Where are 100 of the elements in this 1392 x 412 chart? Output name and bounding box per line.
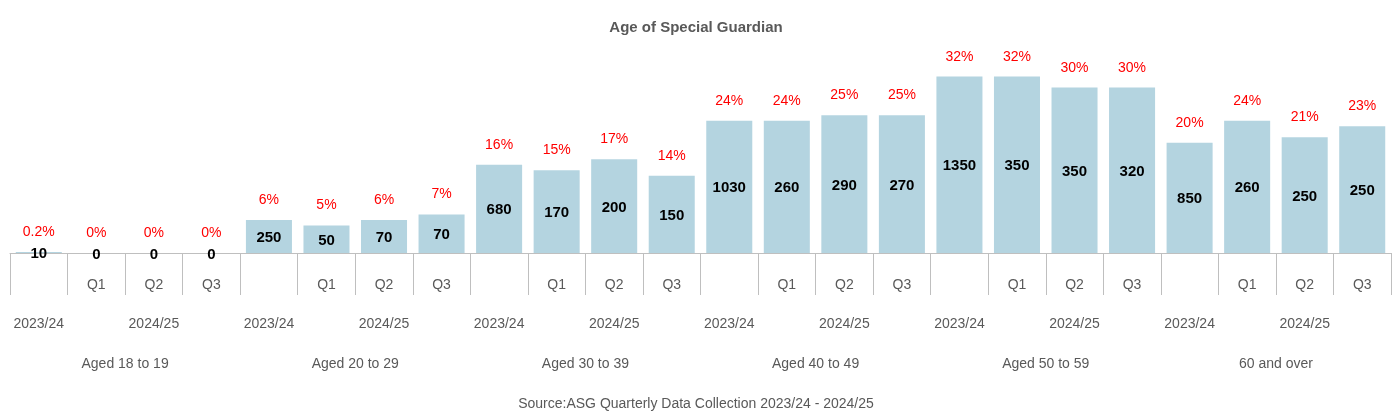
data-label: 6% [373, 190, 395, 207]
data-label: 24% [772, 91, 801, 108]
data-label: 14% [657, 146, 686, 163]
annotation: 260 [774, 178, 800, 196]
data-label: 15% [542, 141, 571, 158]
data-label: 6% [258, 190, 280, 207]
annotation: 70 [433, 225, 450, 243]
text: 2024/25 [128, 315, 180, 331]
text: 2023/24 [934, 315, 985, 331]
data-label: 16% [485, 135, 514, 152]
bar [1281, 137, 1328, 253]
annotation: 260 [1234, 178, 1260, 196]
bar [878, 115, 925, 253]
annotation: 250 [1349, 181, 1375, 199]
text: Aged 50 to 59 [1002, 355, 1090, 371]
chart-title: Age of Special Guardian [609, 18, 783, 35]
text: 2023/24 [473, 315, 525, 331]
data-label: 30% [1118, 58, 1147, 75]
data-label: 20% [1175, 113, 1204, 130]
data-label: 7% [431, 185, 452, 202]
x-tick-label: Q1 [777, 275, 797, 292]
data-label: 25% [887, 86, 916, 103]
x-tick-label: Q2 [604, 275, 624, 292]
x-tick-label: Q2 [374, 275, 394, 292]
x-tick-label: Q1 [86, 275, 106, 292]
text: 2024/25 [358, 315, 410, 331]
annotation: 170 [544, 203, 570, 221]
x-tick-label: Q3 [1352, 275, 1372, 292]
x-tick-label: Q1 [317, 275, 337, 292]
bar [763, 120, 810, 253]
x-tick-label: Q3 [892, 275, 912, 292]
data-label: 0% [201, 224, 222, 240]
annotation: 0 [92, 244, 101, 262]
bar [648, 175, 695, 253]
bar [1224, 120, 1271, 253]
text: 2023/24 [703, 315, 755, 331]
text: 2023/24 [1164, 315, 1216, 331]
bar [303, 225, 350, 253]
x-tick-label: Q2 [144, 275, 164, 292]
annotation: 320 [1119, 161, 1145, 179]
bar [591, 159, 638, 253]
annotation: 1030 [712, 178, 746, 196]
text: 2024/25 [819, 315, 870, 331]
annotation: 290 [831, 175, 857, 193]
x-tick-label: Q3 [1122, 275, 1142, 292]
bar [1166, 142, 1213, 253]
data-label: 17% [600, 130, 629, 147]
annotation: 10 [30, 243, 48, 261]
text: Aged 18 to 19 [81, 355, 169, 371]
data-label: 32% [1002, 47, 1031, 64]
bar [1339, 126, 1386, 253]
x-tick-label: Q2 [1295, 275, 1315, 292]
bar [1109, 87, 1156, 253]
bar [476, 164, 523, 253]
x-tick-label: Q1 [1007, 275, 1027, 292]
bar [936, 76, 983, 253]
annotation: 0 [149, 244, 159, 262]
x-tick-label: Q3 [662, 275, 682, 292]
data-label: 23% [1348, 97, 1377, 114]
text: 2024/25 [1049, 315, 1101, 331]
data-label: 25% [830, 86, 859, 103]
data-label: 0% [86, 224, 107, 240]
data-label: 24% [1233, 91, 1262, 108]
bar [1051, 87, 1098, 253]
bar [361, 219, 408, 253]
text: 2023/24 [243, 315, 295, 331]
bar [706, 120, 753, 253]
text: Aged 40 to 49 [771, 355, 860, 371]
annotation: 70 [375, 227, 393, 245]
bar [821, 115, 868, 253]
text: 2024/25 [1279, 315, 1331, 331]
annotation: 350 [1004, 156, 1030, 174]
data-label: 24% [715, 91, 744, 108]
bar [418, 214, 465, 253]
text: Aged 20 to 29 [311, 355, 400, 371]
annotation: 50 [318, 230, 335, 248]
text: Aged 30 to 39 [541, 355, 630, 371]
x-tick-label: Q3 [432, 275, 452, 292]
annotation: 350 [1062, 161, 1088, 179]
source-note: Source:ASG Quarterly Data Collection 2023/24 - 2024/25 [518, 395, 875, 411]
text: 2024/25 [588, 315, 640, 331]
annotation: 270 [889, 175, 915, 193]
annotation: 200 [601, 197, 627, 215]
text: 2023/24 [13, 315, 65, 331]
x-tick-label: Q2 [1065, 275, 1085, 292]
data-label: 5% [316, 196, 337, 213]
data-label: 30% [1060, 58, 1089, 75]
data-label: 32% [945, 47, 974, 64]
x-tick-label: Q1 [1237, 275, 1257, 292]
x-tick-label: Q3 [202, 275, 221, 292]
bar [533, 170, 580, 253]
text: 60 and over [1238, 355, 1314, 371]
x-tick-label: Q1 [547, 275, 567, 292]
annotation: 0 [207, 244, 216, 262]
data-label: 0% [143, 224, 164, 240]
bar [993, 76, 1040, 253]
annotation: 250 [1292, 186, 1318, 204]
x-tick-label: Q2 [835, 275, 854, 292]
annotation: 150 [659, 205, 685, 223]
annotation: 1350 [942, 156, 977, 174]
